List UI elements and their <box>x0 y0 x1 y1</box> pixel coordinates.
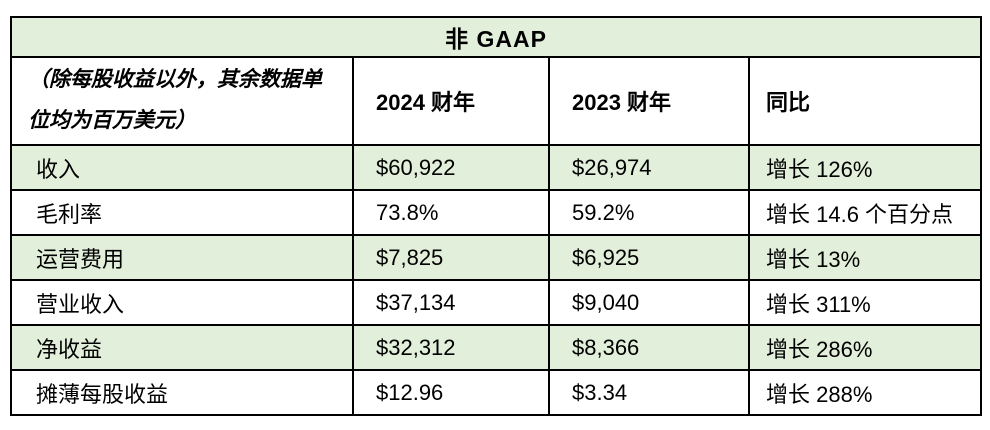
table-row: 摊薄每股收益 $12.96 $3.34 增长 288% <box>10 369 983 416</box>
fy2024-value-cell: $12.96 <box>352 369 550 416</box>
yoy-value-cell: 增长 288% <box>747 369 983 416</box>
fy2024-value-cell: $60,922 <box>352 144 550 191</box>
fy2023-value-cell: $9,040 <box>548 279 750 326</box>
table-row: 收入 $60,922 $26,974 增长 126% <box>10 144 983 191</box>
fy2024-value-cell: 73.8% <box>352 189 550 236</box>
table-header-row: （除每股收益以外，其余数据单位均为百万美元） 2024 财年 2023 财年 同… <box>10 56 983 146</box>
metric-label-cell: 净收益 <box>10 324 354 371</box>
yoy-value-cell: 增长 286% <box>747 324 983 371</box>
table-row: 毛利率 73.8% 59.2% 增长 14.6 个百分点 <box>10 189 983 236</box>
metric-label-cell: 营业收入 <box>10 279 354 326</box>
table-body: 收入 $60,922 $26,974 增长 126% 毛利率 73.8% 59.… <box>10 144 983 416</box>
metric-label-cell: 收入 <box>10 144 354 191</box>
fy2024-value-cell: $7,825 <box>352 234 550 281</box>
metric-label-cell: 毛利率 <box>10 189 354 236</box>
metric-label-cell: 摊薄每股收益 <box>10 369 354 416</box>
fy2024-value-cell: $37,134 <box>352 279 550 326</box>
metric-label-cell: 运营费用 <box>10 234 354 281</box>
yoy-value-cell: 增长 311% <box>747 279 983 326</box>
table-row: 净收益 $32,312 $8,366 增长 286% <box>10 324 983 371</box>
fy2023-value-cell: $3.34 <box>548 369 750 416</box>
column-header-fy2023: 2023 财年 <box>548 56 750 146</box>
column-header-fy2024: 2024 财年 <box>352 56 550 146</box>
fy2023-value-cell: $26,974 <box>548 144 750 191</box>
yoy-value-cell: 增长 126% <box>747 144 983 191</box>
fy2023-value-cell: $6,925 <box>548 234 750 281</box>
yoy-value-cell: 增长 14.6 个百分点 <box>747 189 983 236</box>
yoy-value-cell: 增长 13% <box>747 234 983 281</box>
fy2024-value-cell: $32,312 <box>352 324 550 371</box>
non-gaap-financial-table: 非 GAAP （除每股收益以外，其余数据单位均为百万美元） 2024 财年 20… <box>9 16 983 416</box>
table-title-row: 非 GAAP <box>9 16 983 58</box>
table-row: 运营费用 $7,825 $6,925 增长 13% <box>10 234 983 281</box>
column-header-yoy: 同比 <box>747 56 983 146</box>
fy2023-value-cell: 59.2% <box>548 189 750 236</box>
fy2023-value-cell: $8,366 <box>548 324 750 371</box>
column-header-units-note: （除每股收益以外，其余数据单位均为百万美元） <box>10 56 354 146</box>
table-title: 非 GAAP <box>9 16 983 58</box>
table-row: 营业收入 $37,134 $9,040 增长 311% <box>10 279 983 326</box>
